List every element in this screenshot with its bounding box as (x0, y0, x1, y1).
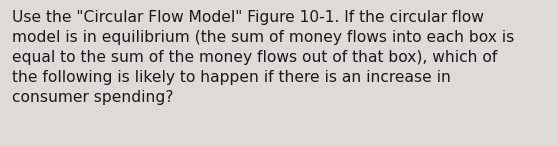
Text: Use the "Circular Flow Model" Figure 10-1. If the circular flow
model is in equi: Use the "Circular Flow Model" Figure 10-… (12, 10, 514, 105)
